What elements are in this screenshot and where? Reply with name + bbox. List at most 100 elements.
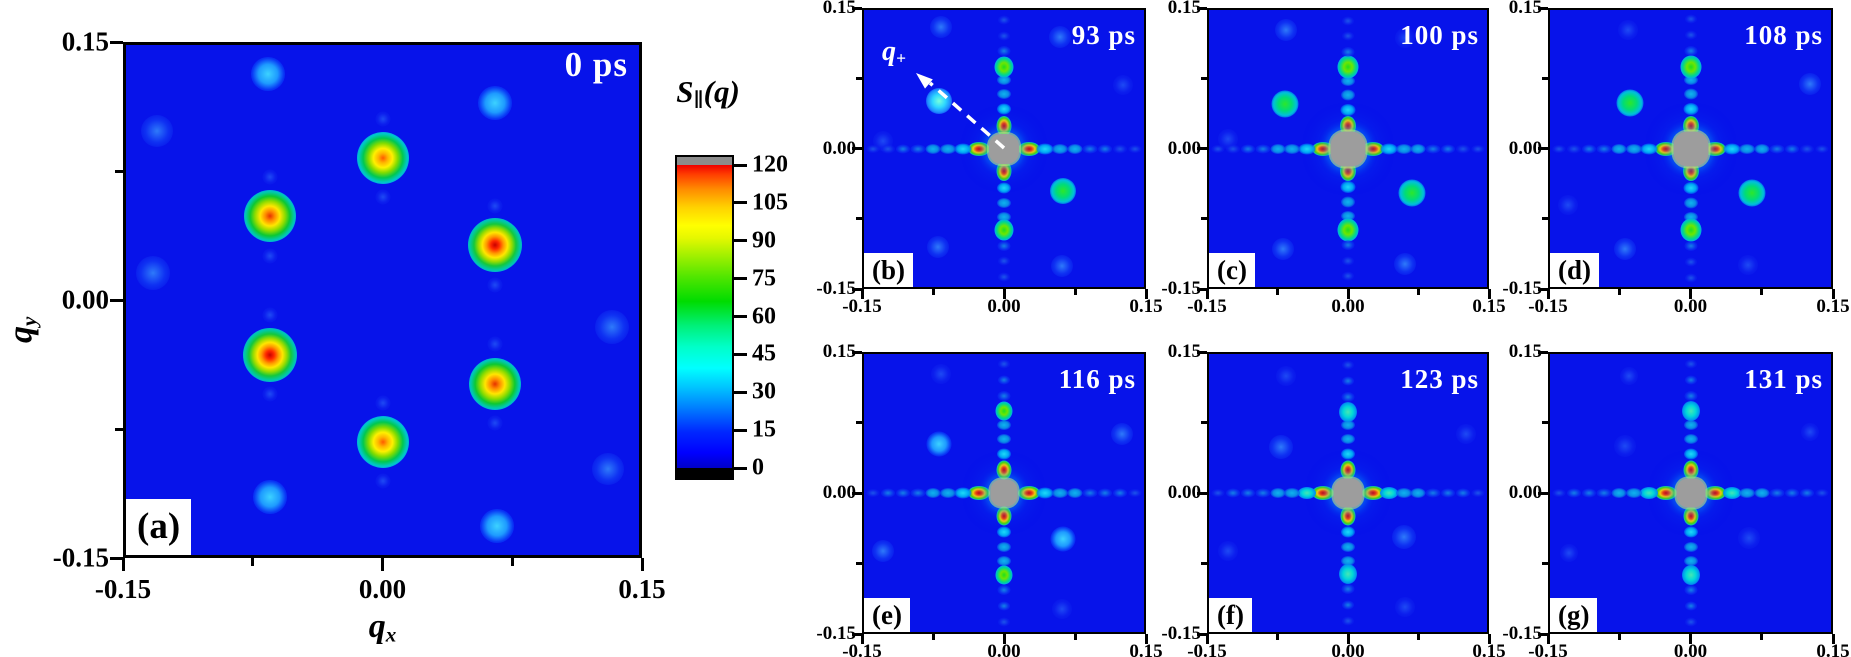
ripple-dot: [262, 169, 278, 185]
bragg-peak: [468, 218, 523, 273]
ripple-dot: [487, 198, 503, 214]
streak-dash: [1683, 211, 1698, 222]
tick-mark: [856, 217, 862, 221]
streak-dash: [1784, 488, 1799, 498]
streak-dash: [1395, 488, 1412, 498]
streak-dash: [997, 585, 1011, 596]
streak-dash: [997, 390, 1011, 401]
satellite-spot: [1799, 72, 1822, 95]
tick-label: 0.00: [358, 574, 407, 604]
streak-dash: [1683, 419, 1698, 430]
satellite-spot: [592, 453, 625, 486]
streak-dash: [1341, 89, 1355, 101]
satellite-spot: [136, 255, 171, 290]
bragg-peak: [469, 357, 522, 410]
tick-label: 0.00: [1508, 482, 1542, 503]
streak-dash: [1337, 55, 1359, 79]
satellite-spot: [1050, 526, 1076, 552]
streak-dash: [1380, 143, 1398, 154]
tick-mark: [1760, 634, 1764, 640]
ripple-dot: [487, 277, 503, 293]
colorbar-title: S∥(q): [676, 74, 740, 111]
streak-dash: [1341, 541, 1355, 552]
heatmap-a: [123, 42, 642, 558]
tick-mark: [1197, 350, 1207, 354]
time-label-f: 123 ps: [1400, 364, 1479, 394]
satellite-spot: [1616, 89, 1644, 117]
tick-label: 0.15: [1167, 341, 1201, 362]
streak-dash: [1036, 487, 1054, 499]
streak-dash: [997, 542, 1011, 553]
streak-dash: [1684, 601, 1697, 611]
colorbar-underflow-cap: [677, 468, 732, 478]
tick-label: 0.00: [1167, 137, 1201, 159]
streak-dash: [1361, 486, 1384, 500]
satellite-spot: [926, 431, 952, 457]
tick-label: 0.15: [822, 0, 856, 18]
satellite-spot: [1619, 366, 1638, 385]
colorbar-tick-mark: [734, 239, 747, 243]
streak-dash: [997, 448, 1011, 460]
streak-dash: [1626, 143, 1643, 154]
tick-label: -0.15: [1528, 641, 1568, 657]
streak-dash: [1684, 14, 1697, 24]
panel-letter-d: (d): [1550, 253, 1599, 287]
streak-dash: [996, 506, 1012, 526]
tick-label: -0.15: [1502, 623, 1542, 644]
tick-mark: [115, 169, 123, 173]
tick-label: -0.15: [1187, 296, 1227, 317]
streak-dash: [997, 419, 1011, 430]
colorbar-tick-mark: [734, 390, 747, 394]
satellite-spot: [1613, 435, 1636, 458]
tick-label: 0.15: [1508, 341, 1542, 362]
tick-label: 0.00: [1508, 137, 1542, 159]
tick-mark: [852, 632, 862, 636]
satellite-spot: [1737, 254, 1758, 275]
streak-dash: [968, 486, 991, 500]
tick-mark: [1546, 289, 1550, 299]
streak-dash: [1754, 488, 1770, 498]
tick-mark: [1831, 634, 1835, 644]
colorbar-tick-label: 45: [752, 340, 776, 367]
streak-dash: [1683, 88, 1698, 100]
streak-dash: [1211, 144, 1225, 153]
central-saturation-blob: [1673, 131, 1708, 166]
streak-dash: [1128, 489, 1142, 497]
ripple-dot: [262, 386, 278, 402]
panel-d: 108 ps (d) 0.15 -0.15 0.00 0.00 -0.15 0.15: [1502, 0, 1849, 317]
panel-letter-b: (b): [864, 253, 913, 287]
satellite-spot: [250, 57, 285, 92]
tick-label: 0.15: [61, 26, 109, 57]
streak-dash: [1704, 486, 1727, 500]
satellite-spot: [1275, 366, 1296, 387]
tick-mark: [852, 147, 862, 150]
ripple-dot: [375, 111, 390, 127]
tick-label: 0.00: [1673, 296, 1708, 317]
colorbar-tick-label: 30: [752, 378, 776, 405]
streak-dash: [1723, 143, 1741, 154]
streak-dash: [1683, 526, 1698, 538]
tick-mark: [860, 634, 864, 644]
streak-dash: [1769, 144, 1785, 153]
panel-c: 100 ps (c) 0.15 -0.15 0.00 0.00 -0.15 0.15: [1161, 0, 1505, 317]
colorbar-tick-label: 120: [752, 151, 788, 178]
streak-dash: [1683, 197, 1698, 209]
satellite-spot: [478, 86, 513, 121]
streak-dash: [1410, 488, 1426, 498]
ripple-dot: [375, 473, 390, 489]
streak-dash: [1582, 144, 1597, 153]
time-label-g: 131 ps: [1744, 364, 1823, 394]
tick-label: 0.00: [1167, 482, 1201, 503]
tick-mark: [1002, 289, 1006, 299]
central-saturation-blob: [1333, 478, 1363, 508]
q-plus-annotation: q+: [882, 36, 906, 68]
ripple-dot: [262, 248, 278, 264]
tick-mark: [1197, 287, 1207, 291]
streak-dash: [1342, 376, 1354, 386]
tick-label: 0.15: [1167, 0, 1201, 18]
streak-dash: [1680, 218, 1701, 242]
satellite-spot: [252, 479, 287, 514]
streak-dash: [1342, 31, 1354, 41]
tick-label: 0.15: [1472, 296, 1506, 317]
streak-dash: [910, 488, 926, 498]
